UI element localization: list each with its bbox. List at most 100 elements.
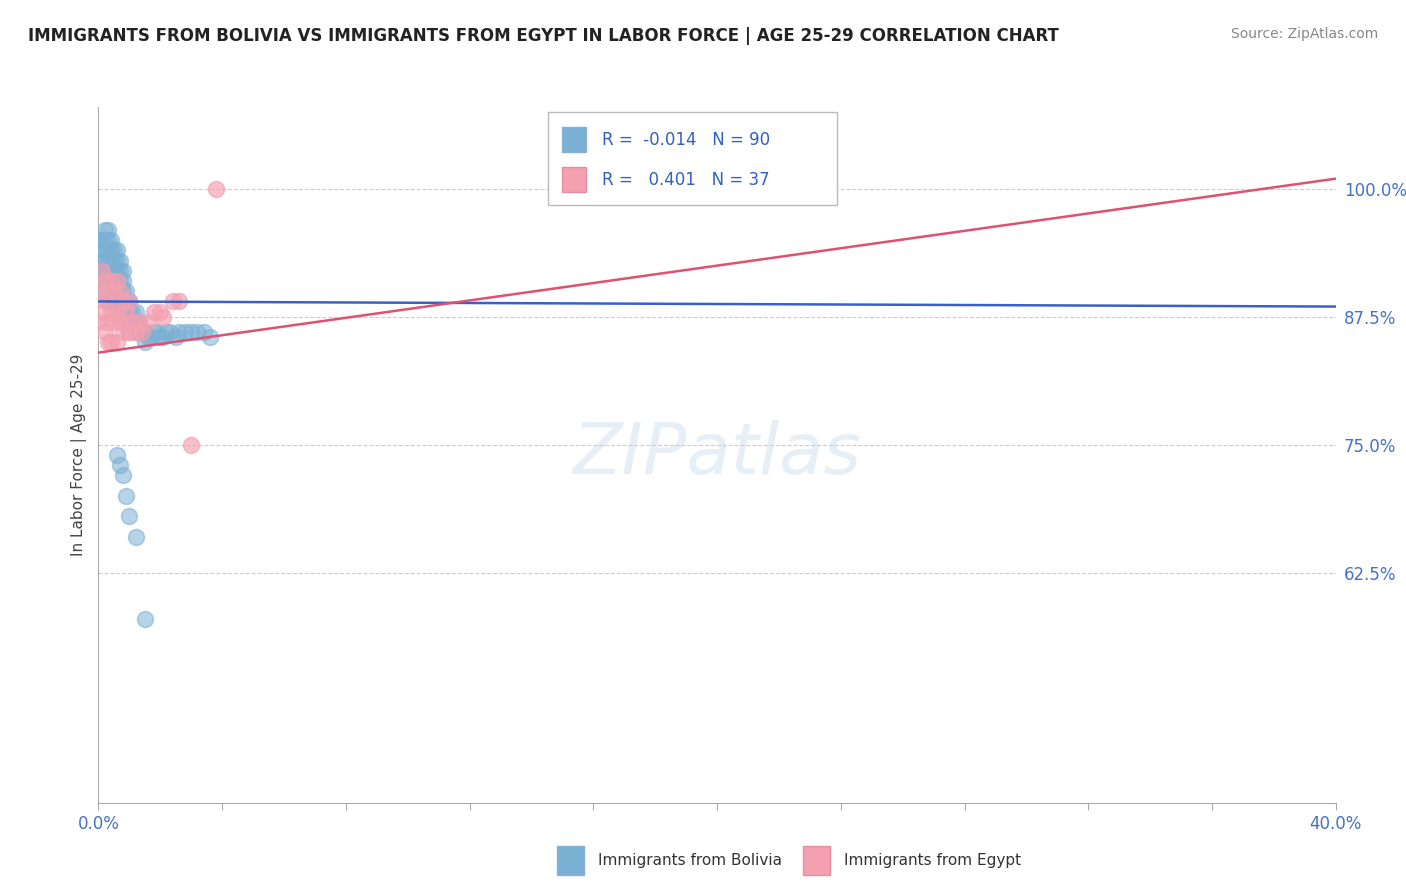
Point [139, 330, 162, 344]
Point [100, 233, 122, 247]
Point [97, 274, 120, 288]
Y-axis label: In Labor Force | Age 25-29: In Labor Force | Age 25-29 [72, 354, 87, 556]
Point [108, 274, 131, 288]
Point [128, 325, 150, 339]
Point [112, 325, 135, 339]
Point [115, 294, 138, 309]
Point [97, 315, 120, 329]
Point [167, 294, 190, 309]
Point [124, 325, 146, 339]
Point [97, 264, 120, 278]
Point [90, 253, 112, 268]
Point [136, 315, 159, 329]
Point [100, 253, 122, 268]
Text: R =   0.401   N = 37: R = 0.401 N = 37 [602, 170, 769, 188]
Point [93, 244, 115, 258]
Point [112, 304, 135, 318]
Point [90, 233, 112, 247]
Point [103, 244, 125, 258]
Point [93, 294, 115, 309]
Point [115, 304, 138, 318]
Point [105, 335, 128, 350]
Point [159, 325, 181, 339]
Point [108, 284, 131, 298]
Point [118, 315, 141, 329]
Point [193, 325, 215, 339]
Point [115, 284, 138, 298]
Point [103, 253, 125, 268]
Point [118, 294, 141, 309]
Point [97, 284, 120, 298]
Point [93, 223, 115, 237]
Point [198, 330, 221, 344]
Point [124, 315, 146, 329]
Point [100, 284, 122, 298]
Point [134, 612, 156, 626]
Point [128, 315, 150, 329]
Point [167, 325, 190, 339]
Point [134, 325, 156, 339]
Point [180, 325, 202, 339]
Point [97, 244, 120, 258]
Point [93, 233, 115, 247]
Point [186, 325, 208, 339]
Point [100, 274, 122, 288]
Point [87, 264, 110, 278]
Point [108, 253, 131, 268]
Point [131, 325, 153, 339]
Point [105, 264, 128, 278]
Point [174, 325, 197, 339]
Point [128, 315, 150, 329]
Point [112, 468, 135, 483]
Point [93, 325, 115, 339]
Point [112, 294, 135, 309]
Point [115, 304, 138, 318]
Point [155, 325, 177, 339]
Text: R =  -0.014   N = 90: R = -0.014 N = 90 [602, 131, 770, 149]
Point [108, 315, 131, 329]
Point [124, 325, 146, 339]
Point [105, 304, 128, 318]
Point [100, 274, 122, 288]
Point [115, 315, 138, 329]
Point [108, 294, 131, 309]
Point [152, 310, 174, 324]
Point [87, 284, 110, 298]
Point [134, 335, 156, 350]
Point [108, 264, 131, 278]
Point [112, 274, 135, 288]
Point [90, 244, 112, 258]
Point [97, 294, 120, 309]
Point [97, 253, 120, 268]
Point [118, 304, 141, 318]
Point [87, 315, 110, 329]
Point [152, 330, 174, 344]
Point [121, 304, 143, 318]
Point [103, 274, 125, 288]
Text: IMMIGRANTS FROM BOLIVIA VS IMMIGRANTS FROM EGYPT IN LABOR FORCE | AGE 25-29 CORR: IMMIGRANTS FROM BOLIVIA VS IMMIGRANTS FR… [28, 27, 1059, 45]
Point [105, 294, 128, 309]
Point [100, 335, 122, 350]
Point [205, 182, 228, 196]
Point [149, 304, 172, 318]
Point [105, 274, 128, 288]
Point [162, 294, 184, 309]
Point [105, 253, 128, 268]
Point [108, 458, 131, 472]
Point [105, 448, 128, 462]
Point [90, 264, 112, 278]
Point [118, 509, 141, 524]
Point [93, 274, 115, 288]
Point [118, 325, 141, 339]
Point [121, 315, 143, 329]
Point [118, 294, 141, 309]
Point [93, 253, 115, 268]
Point [100, 244, 122, 258]
Point [143, 304, 166, 318]
Point [97, 284, 120, 298]
Point [103, 315, 125, 329]
Point [180, 438, 202, 452]
Point [118, 325, 141, 339]
Point [131, 325, 153, 339]
Point [149, 330, 172, 344]
